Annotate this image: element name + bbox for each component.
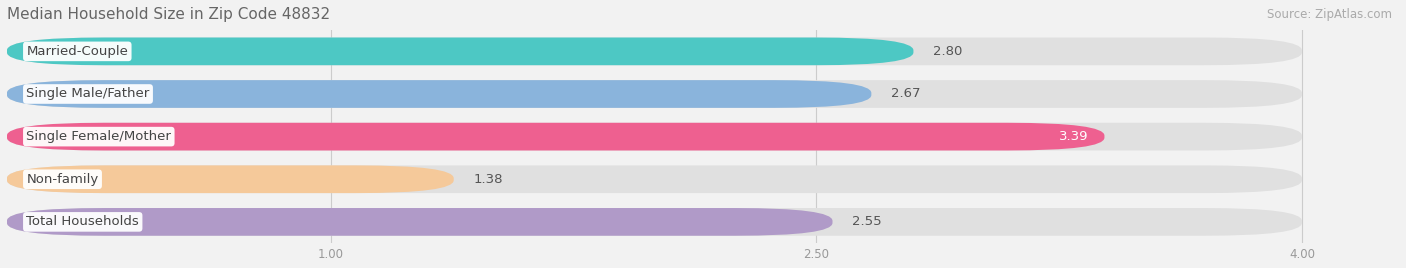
FancyBboxPatch shape xyxy=(7,165,454,193)
FancyBboxPatch shape xyxy=(7,80,1302,108)
Text: Single Male/Father: Single Male/Father xyxy=(27,87,149,100)
Text: Source: ZipAtlas.com: Source: ZipAtlas.com xyxy=(1267,8,1392,21)
FancyBboxPatch shape xyxy=(7,123,1105,150)
Text: Single Female/Mother: Single Female/Mother xyxy=(27,130,172,143)
FancyBboxPatch shape xyxy=(7,165,1302,193)
Title: Median Household Size in Zip Code 48832: Median Household Size in Zip Code 48832 xyxy=(7,7,330,22)
FancyBboxPatch shape xyxy=(7,38,914,65)
Text: 1.38: 1.38 xyxy=(474,173,502,186)
Text: Total Households: Total Households xyxy=(27,215,139,228)
Text: 3.39: 3.39 xyxy=(1059,130,1088,143)
FancyBboxPatch shape xyxy=(7,208,1302,236)
FancyBboxPatch shape xyxy=(7,123,1302,150)
Text: Married-Couple: Married-Couple xyxy=(27,45,128,58)
FancyBboxPatch shape xyxy=(7,38,1302,65)
Text: 2.55: 2.55 xyxy=(852,215,882,228)
Text: 2.67: 2.67 xyxy=(891,87,921,100)
FancyBboxPatch shape xyxy=(7,208,832,236)
Text: Non-family: Non-family xyxy=(27,173,98,186)
FancyBboxPatch shape xyxy=(7,80,872,108)
Text: 2.80: 2.80 xyxy=(932,45,962,58)
